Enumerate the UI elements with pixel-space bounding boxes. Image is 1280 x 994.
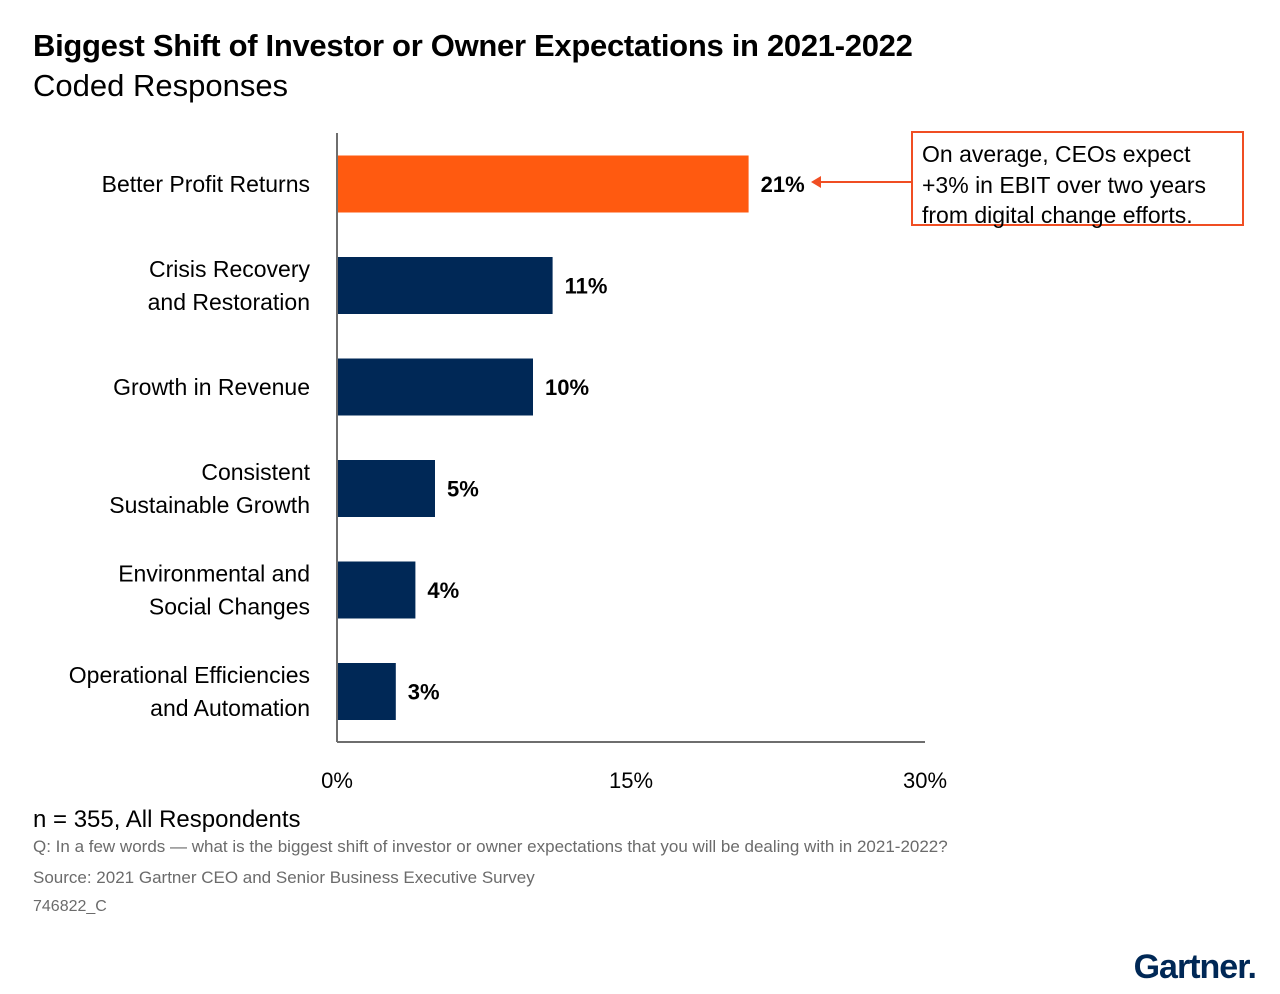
gartner-logo: Gartner. [1133, 948, 1257, 986]
source-note: Source: 2021 Gartner CEO and Senior Busi… [33, 868, 535, 887]
callout-box: On average, CEOs expect +3% in EBIT over… [911, 131, 1244, 228]
value-label: 11% [565, 274, 608, 299]
bar [337, 358, 533, 416]
category-label: Crisis Recovery and Restoration [148, 256, 311, 315]
bar [337, 460, 435, 517]
sample-size: n = 355, All Respondents [33, 806, 301, 833]
value-labels: 21% 11% 10% 5% 4% 3% [408, 172, 805, 705]
category-label: Consistent Sustainable Growth [109, 459, 310, 518]
axes: 0% 15% 30% [321, 133, 947, 793]
value-label: 5% [447, 477, 479, 502]
category-label: Growth in Revenue [113, 374, 310, 400]
bar [337, 257, 553, 314]
value-label: 4% [427, 578, 459, 603]
x-tick-label: 0% [321, 768, 353, 793]
value-label: 21% [761, 172, 805, 197]
bar [337, 155, 749, 213]
category-label: Environmental and Social Changes [118, 561, 310, 620]
survey-question: Q: In a few words — what is the biggest … [33, 837, 948, 856]
callout-arrow [811, 176, 911, 188]
callout-line: from digital change efforts. [922, 202, 1193, 228]
callout-arrow-head [811, 176, 821, 188]
category-label: Operational Efficiencies and Automation [69, 662, 310, 721]
figure-code: 746822_C [33, 898, 107, 915]
x-tick-label: 30% [903, 768, 947, 793]
category-labels: Better Profit Returns Crisis Recovery and … [69, 171, 311, 721]
category-label: Better Profit Returns [102, 171, 310, 197]
bar [337, 663, 396, 720]
bar [337, 561, 416, 619]
callout-line: +3% in EBIT over two years [922, 171, 1207, 198]
callout-line: On average, CEOs expect [922, 141, 1191, 167]
chart-subtitle: Coded Responses [33, 68, 289, 103]
value-label: 3% [408, 680, 440, 705]
value-label: 10% [545, 375, 589, 400]
x-tick-label: 15% [609, 768, 653, 793]
bars-layer [337, 155, 749, 720]
chart-title: Biggest Shift of Investor or Owner Expec… [33, 28, 913, 63]
